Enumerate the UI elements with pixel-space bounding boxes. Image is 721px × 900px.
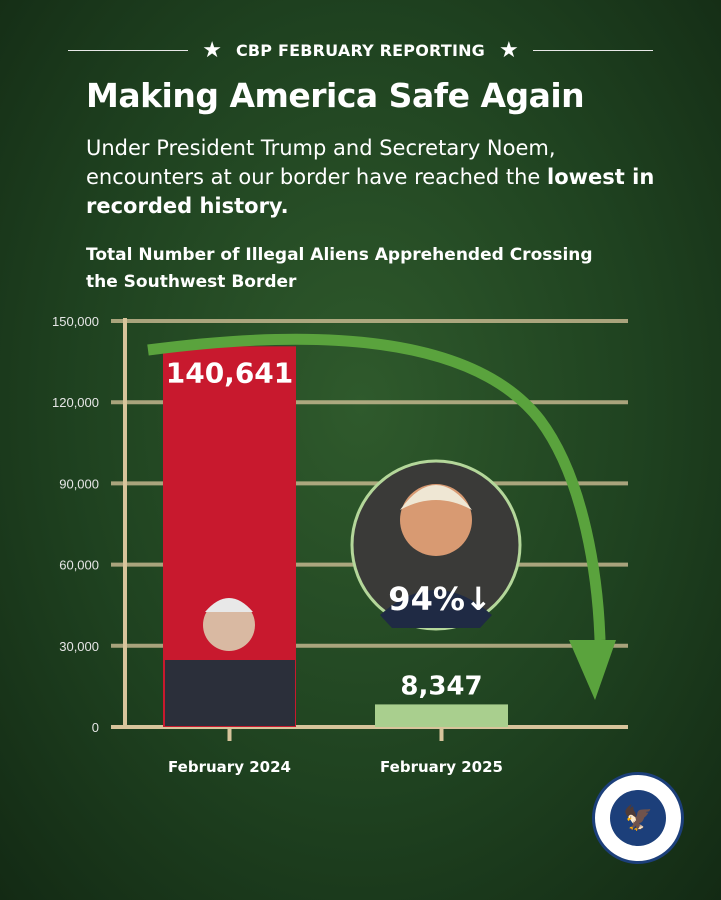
drop-arrow	[147, 333, 606, 641]
x-tick-label: February 2025	[380, 758, 503, 776]
headline: Making America Safe Again	[86, 76, 585, 115]
divider	[532, 50, 653, 51]
bar-value-label: 8,347	[400, 671, 482, 701]
trump-photo-suit	[380, 590, 492, 628]
subtitle: Under President Trump and Secretary Noem…	[86, 134, 666, 221]
biden-photo-hair	[205, 598, 253, 612]
y-tick-label: 150,000	[52, 314, 99, 329]
y-tick-label: 60,000	[59, 558, 99, 573]
star-icon: ★	[202, 38, 222, 63]
subtitle-lead: Under President Trump and Secretary Noem…	[86, 136, 556, 189]
kicker: CBP FEBRUARY REPORTING	[235, 41, 486, 60]
y-tick-label: 30,000	[59, 639, 99, 654]
eagle-icon: 🦅	[610, 790, 666, 846]
dhs-seal-logo: 🦅	[592, 772, 684, 864]
divider	[68, 50, 189, 51]
subtitle-bold: lowest in recorded history.	[86, 165, 655, 218]
header-kicker-row: ★ CBP FEBRUARY REPORTING ★	[0, 38, 721, 63]
y-tick-label: 0	[92, 720, 99, 735]
y-tick-label: 90,000	[59, 476, 99, 491]
drop-arrow-head	[569, 640, 616, 700]
trump-photo-hair	[400, 485, 472, 510]
percent-drop-label: 94%↓	[388, 580, 491, 618]
biden-photo	[165, 660, 295, 726]
y-tick-label: 120,000	[52, 395, 99, 410]
chart-title: Total Number of Illegal Aliens Apprehend…	[86, 245, 593, 292]
x-tick-label: February 2024	[168, 758, 291, 776]
bar-2	[375, 704, 508, 727]
bar-value-label: 140,641	[166, 356, 294, 389]
star-icon: ★	[499, 38, 519, 63]
